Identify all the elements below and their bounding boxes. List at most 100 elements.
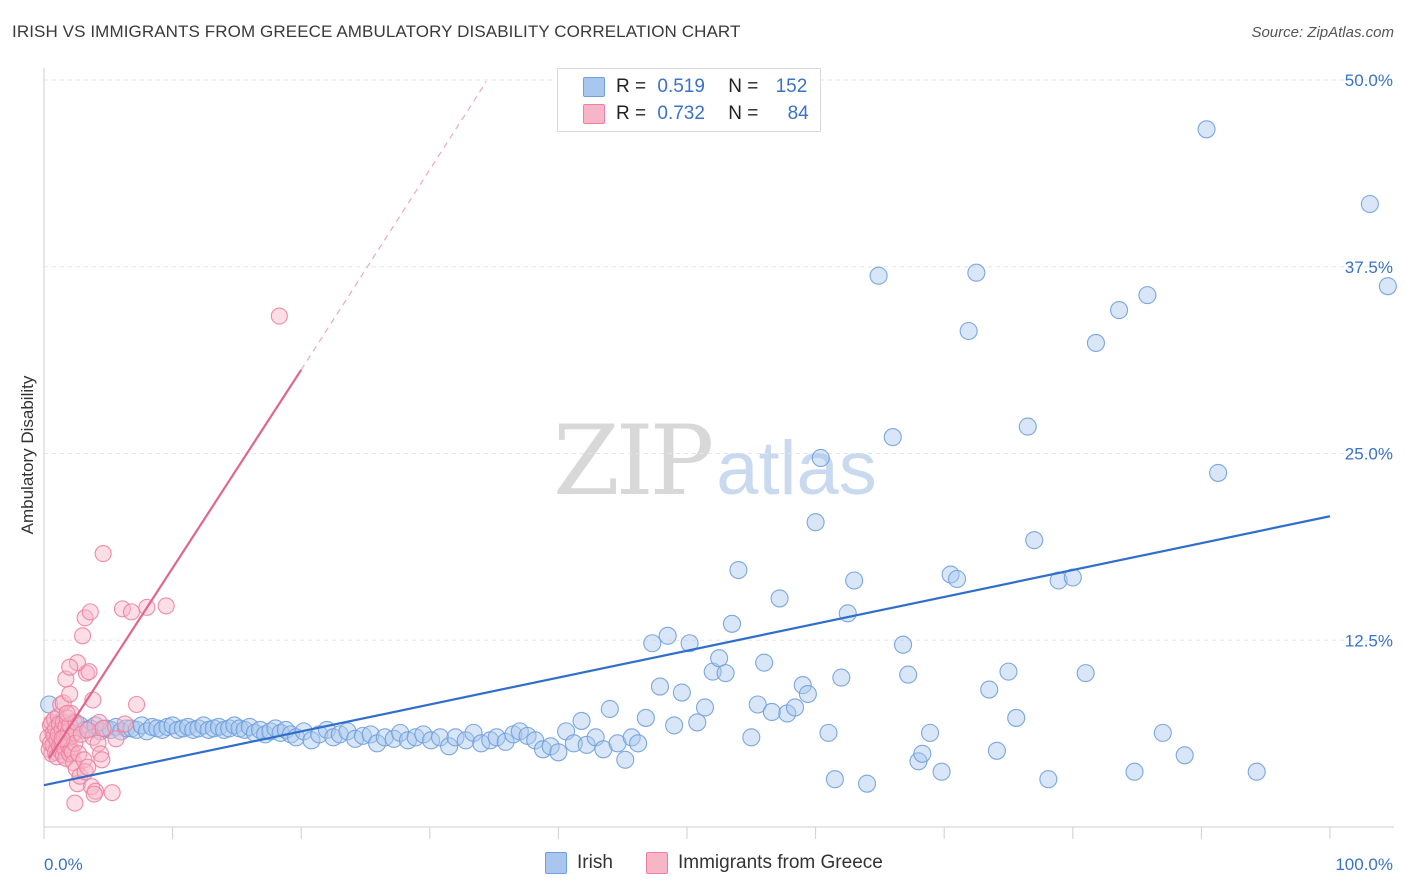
irish-point-93 <box>643 634 662 653</box>
irish-point-144 <box>1076 664 1095 683</box>
irish-point-123 <box>869 266 888 285</box>
legend-n-value-greece: 84 <box>787 103 809 124</box>
greece-point-62 <box>94 719 112 737</box>
greece-point-75 <box>107 730 125 748</box>
trend-lines <box>43 81 1331 787</box>
irish-point-151 <box>1197 120 1216 139</box>
legend-r-value-greece: 0.732 <box>657 103 705 124</box>
greece-trend-extension <box>300 81 487 371</box>
irish-point-67 <box>446 728 465 747</box>
greece-point-79 <box>128 695 146 714</box>
legend-r-label-greece: R = <box>616 103 647 124</box>
irish-point-97 <box>672 683 691 702</box>
legend-r-label-irish: R = <box>616 76 647 97</box>
legend-swatch-irish-bottom <box>545 852 567 874</box>
irish-point-94 <box>650 677 670 696</box>
watermark-zip: ZIP <box>553 405 714 517</box>
irish-point-84 <box>577 735 596 754</box>
irish-point-20 <box>153 720 172 739</box>
legend-n-value-irish: 152 <box>775 76 808 97</box>
legend-item-irish[interactable]: Irish <box>545 852 613 874</box>
legend-swatch-greece-bottom <box>646 852 668 874</box>
legend-n-label-greece: N = <box>728 103 759 124</box>
y-axis-label: Ambulatory Disability <box>18 375 37 535</box>
irish-point-117 <box>819 723 838 742</box>
series-legend: Irish Immigrants from Greece <box>0 852 1406 878</box>
irish-point-134 <box>967 263 986 282</box>
irish-point-129 <box>921 723 940 742</box>
legend-n-label-irish: N = <box>728 76 759 97</box>
greece-point-47 <box>74 627 92 645</box>
irish-point-126 <box>899 665 918 684</box>
irish-point-107 <box>748 695 767 714</box>
irish-point-91 <box>629 734 648 753</box>
irish-point-119 <box>832 668 851 687</box>
source-label: Source: ZipAtlas.com <box>1251 24 1394 41</box>
irish-point-152 <box>1209 463 1228 482</box>
irish-point-33 <box>220 719 239 738</box>
greece-trend-line <box>48 369 303 759</box>
irish-point-122 <box>857 774 877 793</box>
greece-point-73 <box>94 545 112 563</box>
greece-point-69 <box>58 704 76 723</box>
irish-point-145 <box>1086 333 1105 352</box>
irish-point-110 <box>770 589 789 608</box>
irish-point-108 <box>755 653 774 672</box>
legend-item-greece[interactable]: Immigrants from Greece <box>646 852 883 874</box>
irish-points <box>40 120 1397 793</box>
irish-point-130 <box>932 762 951 781</box>
y-tick-label-3: 50.0% <box>1345 71 1393 90</box>
greece-point-67 <box>61 658 79 676</box>
legend-label-irish: Irish <box>577 852 613 873</box>
irish-point-141 <box>1039 770 1058 789</box>
irish-point-135 <box>980 680 999 699</box>
irish-point-106 <box>742 728 761 747</box>
irish-point-146 <box>1110 301 1129 320</box>
irish-point-150 <box>1175 746 1194 765</box>
irish-point-66 <box>440 737 459 756</box>
greece-point-54 <box>81 603 99 621</box>
greece-point-61 <box>92 745 110 763</box>
irish-point-95 <box>658 626 677 645</box>
irish-point-153 <box>1247 762 1266 781</box>
irish-point-133 <box>959 321 978 341</box>
watermark: ZIPatlas <box>553 405 877 517</box>
greece-point-52 <box>79 758 97 776</box>
irish-point-73 <box>496 732 515 751</box>
irish-point-102 <box>710 649 729 668</box>
legend-label-greece: Immigrants from Greece <box>678 852 883 873</box>
irish-point-149 <box>1153 723 1172 742</box>
greece-point-40 <box>66 734 84 752</box>
y-tick-label-0: 12.5% <box>1345 631 1393 650</box>
irish-point-89 <box>616 750 635 769</box>
irish-point-80 <box>549 743 568 762</box>
irish-point-113 <box>793 676 812 695</box>
greece-points <box>39 307 288 812</box>
irish-point-34 <box>225 716 244 735</box>
greece-point-68 <box>54 694 72 712</box>
tick-labels: 12.5% 25.0% 37.5% 50.0% 0.0% 100.0% <box>44 71 1393 874</box>
irish-point-87 <box>600 699 619 719</box>
x-tick-label-1: 100.0% <box>1335 855 1393 874</box>
irish-point-36 <box>235 720 254 739</box>
irish-point-105 <box>729 560 748 580</box>
irish-point-68 <box>456 731 475 750</box>
irish-point-148 <box>1138 286 1157 305</box>
greece-point-53 <box>80 663 98 681</box>
irish-point-112 <box>785 698 805 717</box>
irish-point-83 <box>572 711 591 730</box>
irish-point-96 <box>665 716 684 735</box>
irish-point-69 <box>464 723 483 742</box>
greece-point-74 <box>103 784 121 802</box>
irish-point-118 <box>825 770 844 789</box>
irish-point-56 <box>361 725 380 744</box>
grid-lines <box>44 79 1394 641</box>
irish-point-139 <box>1018 417 1037 436</box>
greece-point-71 <box>79 721 97 739</box>
irish-point-155 <box>1378 277 1397 296</box>
greece-point-81 <box>157 597 175 615</box>
irish-point-125 <box>893 635 913 654</box>
irish-point-114 <box>798 684 817 704</box>
greece-point-59 <box>89 734 107 752</box>
legend-r-value-irish: 0.519 <box>657 76 705 97</box>
